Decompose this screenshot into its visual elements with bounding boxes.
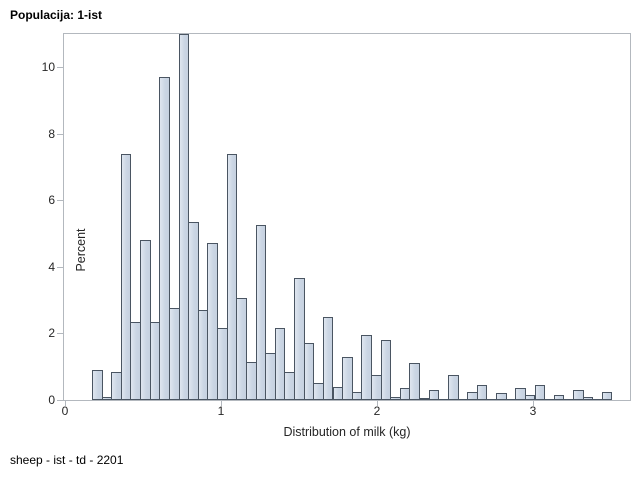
histogram-bar: [361, 335, 372, 400]
histogram-bar: [236, 298, 247, 400]
histogram-bar: [322, 316, 334, 400]
x-axis-label: Distribution of milk (kg): [283, 425, 411, 439]
histogram-bar: [409, 363, 421, 400]
histogram-bar: [92, 370, 103, 400]
histogram-bar: [226, 153, 238, 400]
histogram-bar: [274, 328, 286, 400]
y-tick-mark: [57, 333, 63, 335]
y-tick-label: 8: [48, 126, 55, 141]
histogram-bar: [601, 391, 613, 400]
histogram-bar: [573, 390, 584, 400]
histogram-bar: [255, 225, 267, 400]
y-tick-mark: [57, 133, 63, 135]
histogram-bar: [515, 388, 526, 400]
y-tick-label: 6: [48, 193, 55, 208]
histogram-bar: [476, 385, 488, 400]
histogram-bar: [553, 395, 565, 400]
histogram-bar: [159, 76, 170, 400]
chart-title: Populacija: 1-ist: [10, 8, 103, 22]
y-tick-label: 2: [48, 326, 55, 341]
histogram-bar: [294, 278, 305, 400]
histogram-bar: [178, 33, 190, 400]
histogram-bar: [496, 393, 507, 400]
y-tick-mark: [57, 67, 63, 68]
y-tick-label: 0: [48, 393, 55, 407]
x-tick-mark: [65, 401, 66, 406]
histogram-bar: [380, 340, 392, 400]
histogram-bar: [207, 243, 219, 400]
y-axis-label: Percent: [74, 228, 88, 272]
histogram-bar: [428, 390, 440, 400]
x-tick-label: 1: [217, 404, 225, 418]
y-tick-mark: [57, 200, 63, 202]
x-tick-label: 0: [61, 404, 69, 418]
histogram-bar: [447, 375, 459, 400]
x-tick-label: 3: [529, 404, 537, 418]
histogram-bar: [342, 356, 353, 400]
x-tick-label: 2: [373, 404, 381, 418]
x-tick-mark: [377, 401, 378, 406]
x-tick-mark: [533, 401, 534, 406]
histogram-bar: [303, 343, 315, 400]
histogram-bar: [582, 396, 594, 400]
x-tick-mark: [221, 401, 222, 406]
histogram-bar: [120, 153, 132, 400]
histogram-bar: [534, 385, 546, 400]
y-tick-mark: [57, 400, 63, 401]
y-tick-label: 10: [41, 60, 55, 74]
y-tick-label: 4: [48, 259, 55, 274]
histogram-bar: [140, 240, 151, 400]
y-tick-mark: [57, 266, 63, 268]
footnote-text: sheep - ist - td - 2201: [10, 453, 124, 467]
